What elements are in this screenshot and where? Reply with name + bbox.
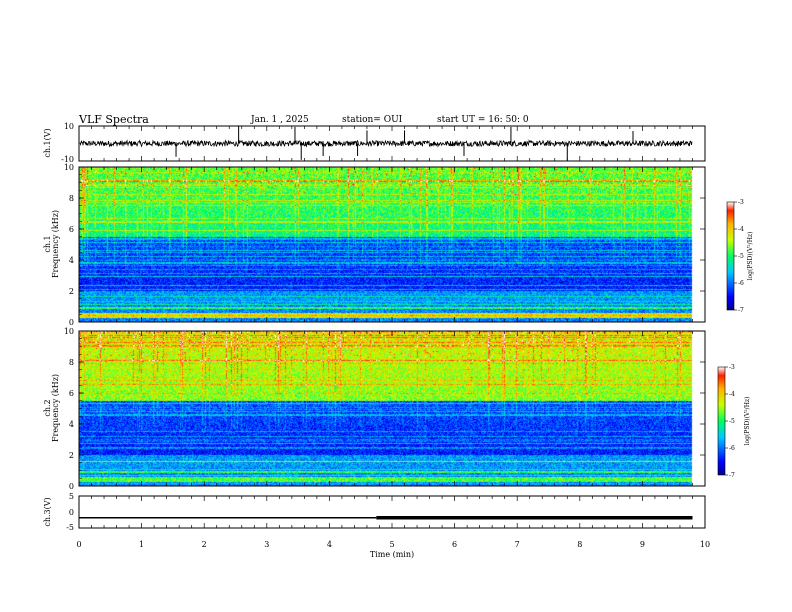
y-tick-label: 4 (69, 420, 74, 429)
ch1-spec-yticks: 0 2 4 6 8 10 (64, 163, 705, 327)
colorbar-tick-label: -7 (738, 307, 744, 314)
colorbar-tick-label: -6 (738, 280, 744, 287)
ch3-frame (78, 495, 706, 529)
ch1-spec-ylabel-channel: ch.1 (43, 235, 52, 252)
x-tick-label: 7 (515, 540, 520, 549)
start-time-label: start UT = 16: 50: 0 (437, 115, 529, 125)
colorbar-tick-label: -6 (729, 445, 735, 452)
colorbar-tick-label: -4 (738, 226, 744, 233)
ch3-ytick-top: 5 (69, 492, 74, 501)
y-tick-label: 0 (69, 482, 74, 491)
ch2-spectrogram-image (79, 331, 705, 486)
colorbar-tick-label: -3 (738, 199, 744, 206)
x-tick-label: 6 (452, 540, 457, 549)
ch1-colorbar (726, 201, 735, 311)
ch1-colorbar-label: log(PSD)(V²/Hz) (747, 232, 754, 281)
ch1-spikes (175, 126, 634, 161)
ch2-spec-ylabel-frequency: Frequency (kHz) (51, 374, 60, 442)
y-tick-label: 2 (69, 287, 74, 296)
ch1-spec-ylabel-frequency: Frequency (kHz) (51, 210, 60, 278)
ch3-ytick-mid: 0 (69, 508, 74, 517)
x-tick-label: 9 (640, 540, 645, 549)
ch2-spec-ylabel-channel: ch.2 (43, 399, 52, 416)
ch3-ylabel: ch.3(V) (43, 497, 52, 526)
y-tick-label: 6 (69, 225, 74, 234)
colorbar-tick-label: -5 (738, 253, 744, 260)
ch3-level-panel: 5 0 -5 ch.3(V) (43, 492, 706, 532)
ch1-waveform-panel: 10 -10 ch.1(V) (43, 122, 706, 164)
ch1-colorbar-ticks: -3 -4 -5 -6 -7 (734, 199, 744, 314)
ch1-ylabel: ch.1(V) (43, 128, 52, 157)
x-tick-labels: 0 1 2 3 4 5 6 7 8 9 10 (76, 540, 710, 549)
y-tick-label: 10 (64, 163, 74, 172)
x-tick-label: 1 (139, 540, 144, 549)
ch2-colorbar (717, 366, 726, 476)
y-tick-label: 8 (69, 194, 74, 203)
y-tick-label: 0 (69, 318, 74, 327)
x-tick-label: 0 (76, 540, 81, 549)
colorbar-tick-label: -5 (729, 418, 735, 425)
x-tick-label: 4 (327, 540, 332, 549)
ch2-colorbar-ticks: -3 -4 -5 -6 -7 (725, 364, 735, 479)
ch3-ytick-bottom: -5 (66, 523, 74, 532)
colorbar-tick-label: -4 (729, 391, 735, 398)
date-label: Jan. 1 , 2025 (250, 115, 309, 125)
ch1-trace (79, 139, 693, 148)
x-tick-label: 5 (389, 540, 394, 549)
y-tick-label: 10 (64, 327, 74, 336)
ch2-colorbar-label: log(PSD)(V²/Hz) (744, 397, 751, 446)
x-tick-marks (78, 126, 706, 528)
ch1-ytick-bottom: -10 (61, 155, 74, 164)
ch2-spec-yticks: 0 2 4 6 8 10 (64, 327, 705, 491)
y-tick-label: 4 (69, 256, 74, 265)
ch1-ytick-top: 10 (64, 122, 74, 131)
x-tick-label: 10 (700, 540, 710, 549)
y-tick-label: 6 (69, 389, 74, 398)
x-tick-label: 8 (577, 540, 582, 549)
station-label: station= OUI (342, 115, 403, 125)
x-axis-label: Time (min) (370, 550, 414, 559)
colorbar-tick-label: -3 (729, 364, 735, 371)
ch1-spectrogram-image (79, 167, 705, 322)
colorbar-tick-label: -7 (729, 472, 735, 479)
x-tick-label: 2 (202, 540, 207, 549)
y-tick-label: 8 (69, 358, 74, 367)
y-tick-label: 2 (69, 451, 74, 460)
figure-title: VLF Spectra (78, 113, 149, 126)
x-tick-label: 3 (264, 540, 269, 549)
